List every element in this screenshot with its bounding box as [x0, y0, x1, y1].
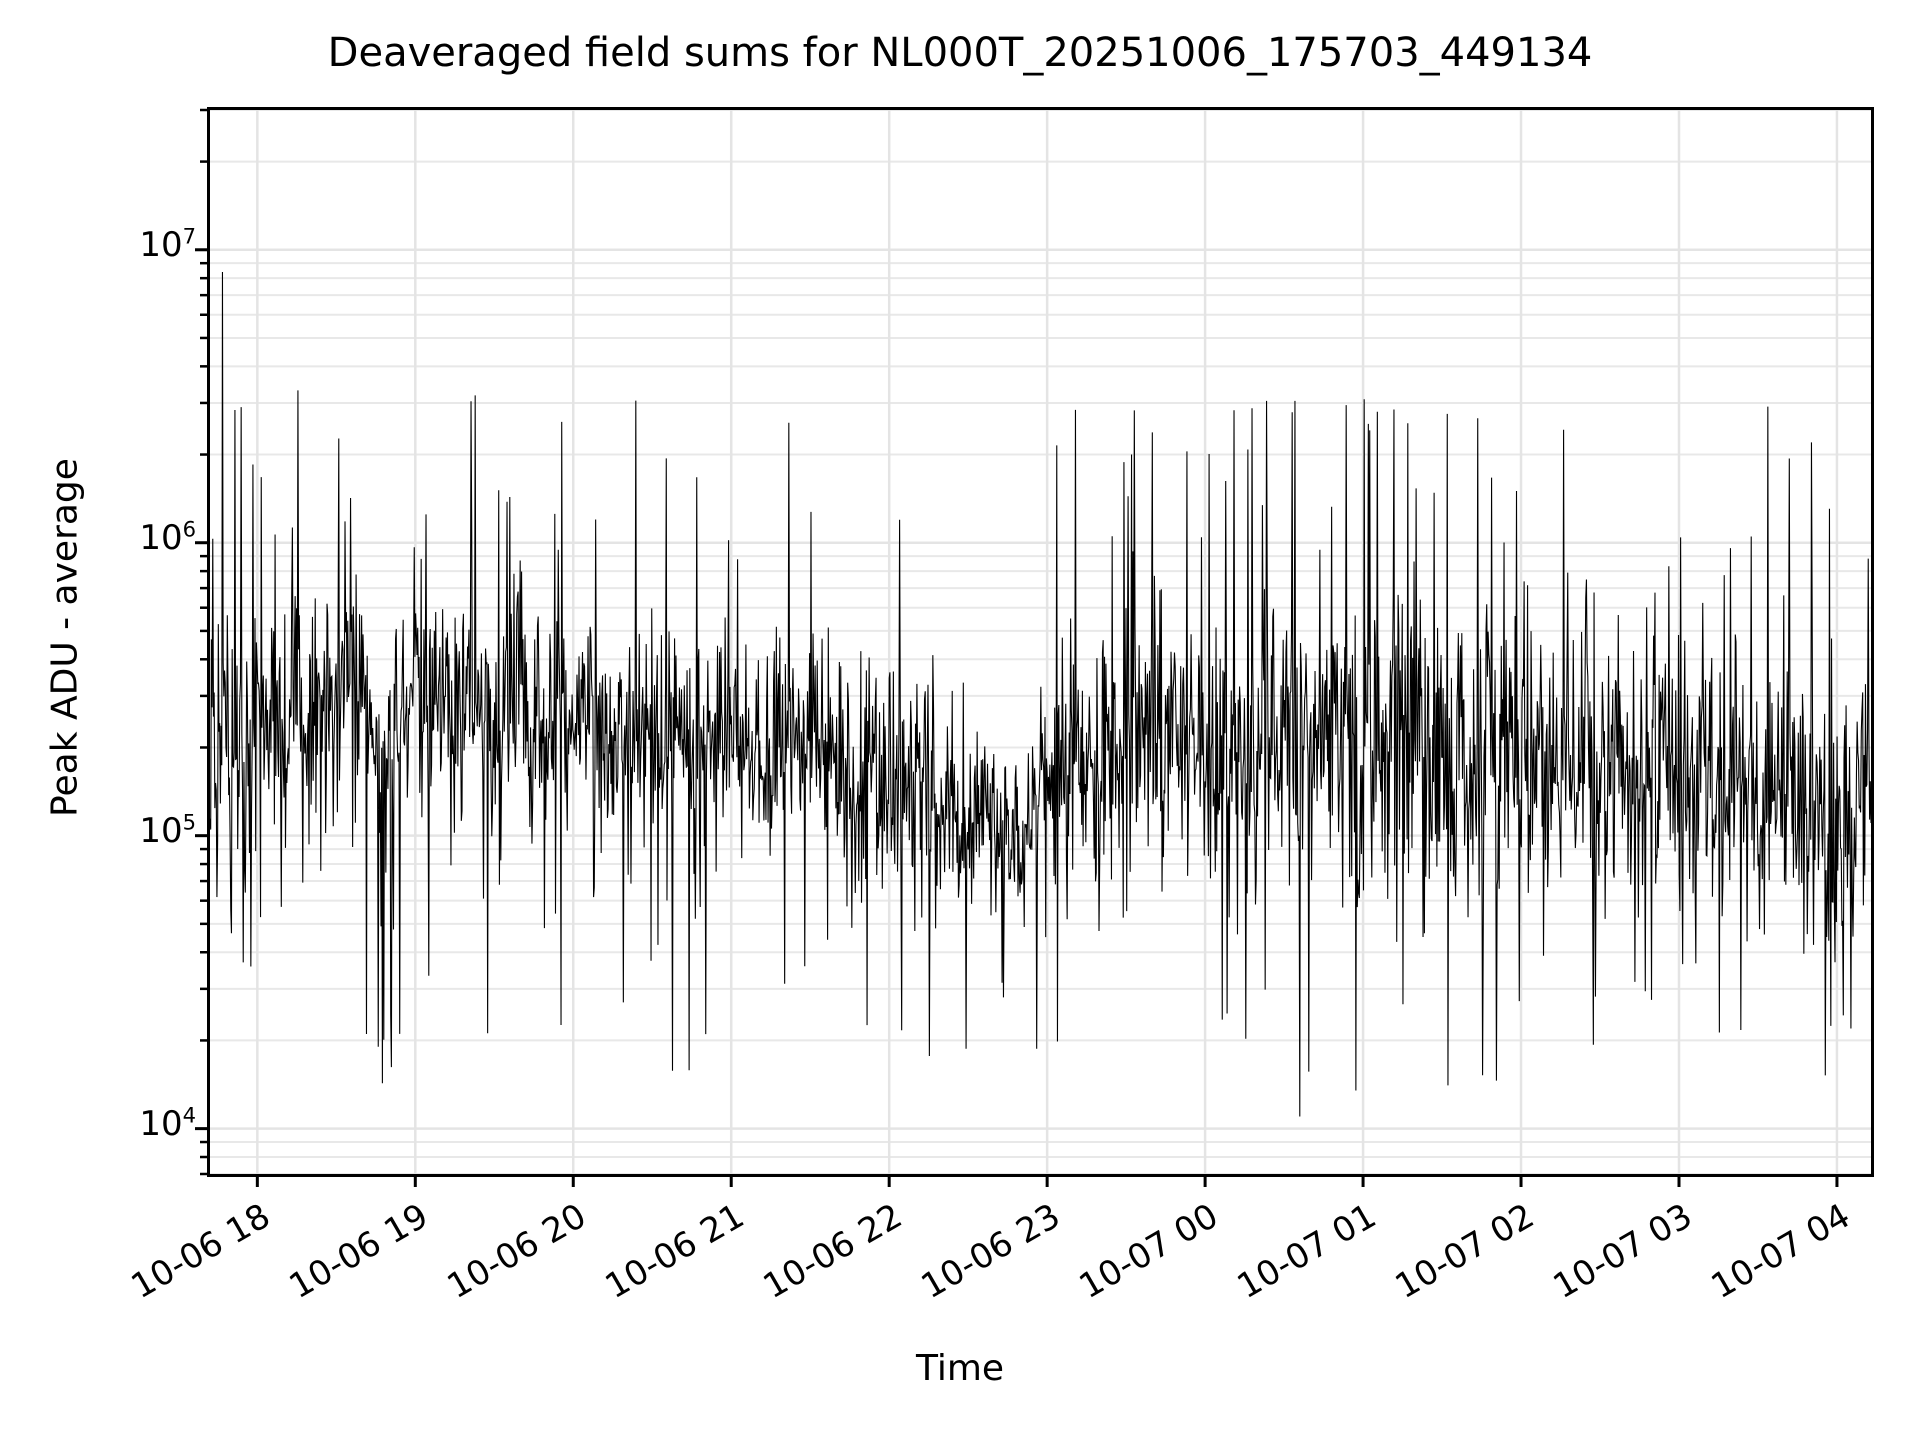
data-line-series — [210, 271, 1871, 1117]
x-tick-label: 10-07 04 — [1704, 1196, 1857, 1308]
x-tick-label: 10-07 03 — [1546, 1196, 1699, 1308]
y-tick-label-4: 104 — [139, 1102, 196, 1144]
chart-title: Deaveraged field sums for NL000T_2025100… — [327, 30, 1593, 76]
x-axis-label: Time — [915, 1348, 1005, 1389]
x-tick-label: 10-07 00 — [1072, 1196, 1226, 1308]
major-gridlines — [210, 110, 1871, 1174]
plot-area — [207, 107, 1874, 1177]
data-trace-svg — [210, 110, 1871, 1174]
x-tick-label: 10-06 20 — [440, 1196, 594, 1308]
x-tick-label: 10-07 02 — [1388, 1196, 1542, 1308]
y-axis-tick-labels: 104 105 106 107 — [0, 0, 196, 1440]
x-tick-label: 10-06 19 — [282, 1196, 436, 1308]
x-tick-label: 10-06 22 — [756, 1196, 910, 1308]
x-tick-label: 10-07 01 — [1230, 1196, 1384, 1308]
x-tick-label: 10-06 21 — [598, 1196, 752, 1308]
y-tick-label-6: 106 — [139, 516, 196, 558]
y-tick-label-7: 107 — [139, 223, 196, 265]
y-tick-label-5: 105 — [139, 809, 196, 851]
x-tick-label: 10-06 23 — [914, 1196, 1068, 1308]
x-tick-label: 10-06 18 — [124, 1196, 278, 1308]
